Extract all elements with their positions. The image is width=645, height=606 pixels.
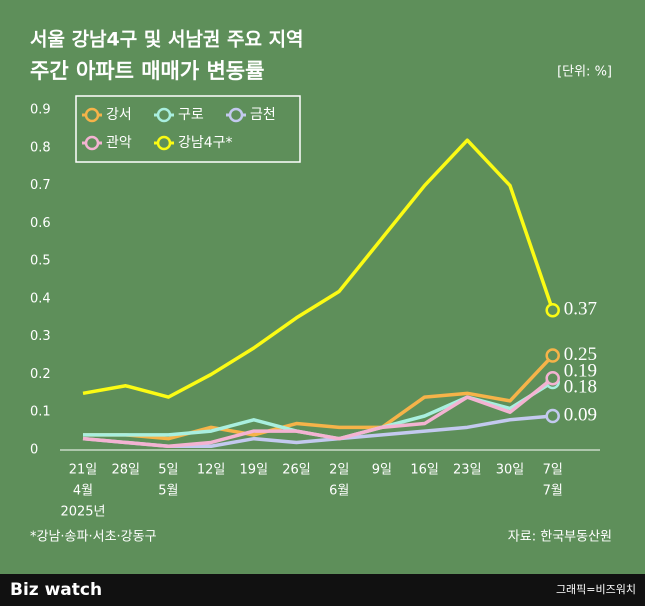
y-tick-label: 0.2: [30, 367, 51, 382]
x-tick-label: 7일: [543, 463, 563, 478]
legend-marker: [156, 135, 172, 151]
chart-title: 서울 강남4구 및 서남권 주요 지역: [30, 29, 304, 51]
legend-marker: [228, 107, 244, 123]
end-marker: [545, 302, 560, 318]
series-line: [82, 138, 555, 399]
x-tick-label: 5일: [158, 463, 178, 478]
x-month-label: 5월: [158, 484, 178, 499]
y-tick-label: 0.3: [30, 329, 51, 344]
x-month-label: 6월: [329, 484, 349, 499]
x-month-label: 4월: [73, 484, 93, 499]
y-tick-label: 0.8: [30, 140, 51, 155]
x-tick-label: 26일: [282, 463, 311, 478]
brand-logo: Biz watch: [10, 580, 102, 600]
x-tick-label: 9일: [372, 463, 392, 478]
data-label: 0.37: [564, 299, 597, 320]
end-marker: [545, 370, 560, 386]
end-marker: [545, 348, 560, 363]
legend-marker: [84, 107, 100, 123]
y-tick-label: 0.4: [30, 291, 51, 306]
legend-marker: [156, 107, 172, 123]
chart-subtitle: 주간 아파트 매매가 변동률: [30, 59, 264, 83]
y-tick-label: 0.5: [30, 254, 51, 269]
legend-label: 구로: [178, 107, 204, 123]
footer-bar: [0, 574, 645, 606]
legend-label: 관악: [106, 135, 132, 151]
y-tick-label: 0.6: [30, 216, 51, 231]
x-tick-label: 30일: [496, 463, 525, 478]
x-tick-label: 19일: [240, 463, 269, 478]
x-month-label: 7월: [543, 484, 563, 499]
x-tick-label: 21일: [69, 463, 98, 478]
legend-label: 금천: [250, 107, 276, 123]
x-tick-label: 16일: [410, 463, 439, 478]
x-tick-label: 2일: [329, 463, 349, 478]
y-tick-label: 0.9: [30, 103, 51, 118]
legend-marker: [84, 135, 100, 151]
footnote: *강남·송파·서초·강동구: [30, 530, 157, 545]
x-tick-label: 12일: [197, 463, 226, 478]
y-tick-label: 0: [30, 443, 38, 458]
y-tick-label: 0.1: [30, 405, 51, 420]
x-year-label: 2025년: [60, 505, 105, 520]
end-marker: [545, 408, 560, 424]
credit: 그래픽=비즈워치: [556, 583, 636, 596]
legend-label: 강남4구*: [178, 135, 233, 151]
y-tick-label: 0.7: [30, 178, 51, 193]
x-tick-label: 23일: [453, 463, 482, 478]
source: 자료: 한국부동산원: [508, 530, 612, 545]
x-tick-label: 28일: [111, 463, 140, 478]
unit-label: [단위: %]: [557, 65, 612, 80]
legend-label: 강서: [106, 107, 132, 123]
series-line: [83, 354, 554, 441]
series-line: [82, 376, 554, 448]
data-label: 0.25: [564, 344, 597, 365]
data-label: 0.09: [564, 404, 597, 425]
data-label: 0.19: [564, 361, 597, 382]
data-label: 0.18: [564, 376, 597, 397]
legend-box: [75, 95, 301, 163]
